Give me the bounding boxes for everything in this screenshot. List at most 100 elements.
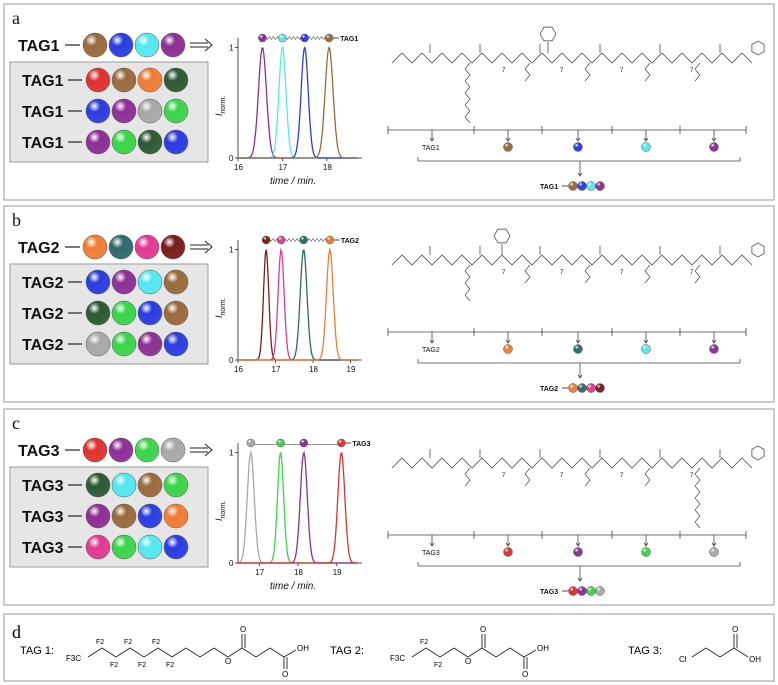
bead-brown: [163, 269, 189, 295]
bead-darkgreen: [163, 67, 189, 93]
bead-purple: [85, 503, 111, 529]
side-ring: [493, 228, 511, 244]
benzene-ring: [751, 445, 765, 461]
product-bead-teal: [577, 383, 587, 393]
panel-b-frame: [3, 205, 775, 403]
y-axis-label: Inorm.: [214, 501, 227, 521]
y-axis-label: Inorm.: [214, 298, 227, 318]
tag1-f3c: F3C: [66, 654, 81, 663]
repeat-subscript: 7: [620, 68, 624, 74]
backbone-chain: [391, 457, 753, 469]
x-tick-label: 19: [347, 365, 356, 374]
chain-bead-green: [276, 438, 285, 448]
bead-cyan: [134, 32, 160, 58]
bead-grey: [137, 98, 163, 124]
arrow-head: [577, 577, 583, 582]
x-tick-label: 19: [333, 568, 342, 577]
library-tag-label: TAG2: [22, 275, 64, 292]
repeat-subscript: 7: [690, 270, 694, 276]
tag3-structure: [691, 634, 749, 658]
marker-bead-orange: [503, 344, 513, 354]
marker-bead-purple: [709, 344, 719, 354]
product-bead-cyan: [586, 181, 596, 191]
side-chain: [644, 62, 651, 82]
side-chain: [524, 264, 531, 284]
x-tick-label: 18: [309, 365, 318, 374]
x-axis-label: time / min.: [270, 176, 316, 187]
library-tag-label: TAG3: [22, 540, 64, 557]
bead-teal: [108, 234, 134, 260]
bead-brown: [163, 300, 189, 326]
tag2-f2-a: F2: [420, 639, 428, 646]
x-tick-label: 16: [234, 163, 243, 172]
side-chain: [694, 467, 701, 529]
bead-purple: [85, 129, 111, 155]
tag2-structure-label: TAG 2:: [330, 645, 364, 657]
bead-cyan: [137, 534, 163, 560]
bead-green: [111, 534, 137, 560]
arrow-head: [577, 172, 583, 177]
chromatogram: 0 1 16 17 18 19 Inorm. TAG2: [214, 235, 362, 374]
bead-darkgreen: [137, 129, 163, 155]
bead-green: [111, 331, 137, 357]
arrow-head: [577, 374, 583, 379]
chain-tag-label: TAG2: [341, 238, 359, 245]
bead-green: [134, 437, 160, 463]
product-bead-purple: [595, 181, 605, 191]
library-tag-label: TAG2: [22, 306, 64, 323]
chain-bead-teal: [299, 235, 308, 245]
y-tick-label: 1: [229, 246, 234, 255]
chain-linker: [250, 442, 343, 445]
chain-bead-purple: [258, 33, 267, 43]
tag2-f2-b: F2: [434, 662, 442, 669]
repeat-subscript: 7: [560, 473, 564, 479]
chain-tag-label: TAG1: [340, 36, 358, 43]
arrow-head: [429, 339, 435, 344]
x-tick-label: 17: [255, 568, 264, 577]
y-axis-label-sub: norm.: [220, 298, 227, 316]
bead-orange: [137, 67, 163, 93]
benzene-ring: [751, 40, 765, 56]
chain-bead-brown: [324, 33, 334, 43]
arrow-head: [711, 339, 717, 344]
chain-tag-label: TAG3: [352, 441, 370, 448]
y-axis-label-sub: norm.: [220, 96, 227, 114]
arrow-head: [575, 339, 581, 344]
chain-bead-grey: [246, 438, 256, 448]
tag2-oh: OH: [537, 644, 549, 653]
tag1-f2-f: F2: [166, 662, 174, 669]
bead-purple: [111, 98, 137, 124]
panel-letter: b: [12, 210, 21, 230]
marker-bead-green: [641, 547, 651, 557]
tag1-f2-e: F2: [152, 639, 160, 646]
bead-blue: [163, 331, 189, 357]
panel-letter: c: [12, 413, 20, 433]
peak-maroon: [238, 249, 358, 361]
segment-tag-label: TAG2: [422, 347, 440, 354]
tag1-acid-o: O: [282, 670, 288, 679]
product-bead-purple: [577, 586, 587, 596]
marker-bead-teal: [573, 344, 583, 354]
y-tick-label: 0: [229, 559, 234, 568]
side-chain: [464, 264, 471, 302]
bead-green: [163, 98, 189, 124]
product-tag-label: TAG2: [540, 386, 558, 393]
library-tag-label: TAG3: [22, 509, 64, 526]
panel-a-frame: [3, 3, 775, 201]
tag1-structure: [87, 634, 297, 669]
arrow-head: [643, 339, 649, 344]
side-chain: [464, 62, 471, 124]
product-bead-red: [568, 586, 578, 596]
panel-c-frame: [3, 408, 775, 606]
y-axis-label-main: I: [214, 113, 224, 116]
product-bead-blue: [577, 181, 587, 191]
bead-orange: [82, 234, 108, 260]
panel-d: d TAG 1: F3C F2 F2 F2 F2 F2 F2 O O O OH …: [12, 622, 761, 679]
chain-linker: [262, 35, 330, 41]
tag1-ester-o: O: [225, 657, 231, 666]
bead-brown: [111, 503, 137, 529]
repeat-subscript: 7: [690, 68, 694, 74]
bead-brown: [82, 32, 108, 58]
bead-purple: [108, 437, 134, 463]
